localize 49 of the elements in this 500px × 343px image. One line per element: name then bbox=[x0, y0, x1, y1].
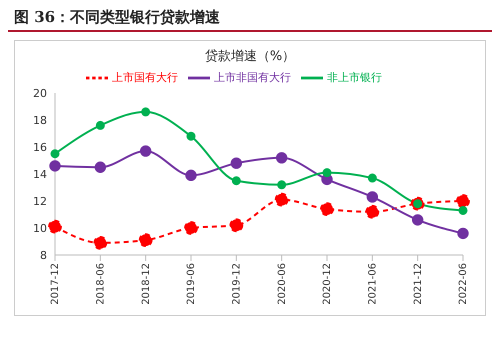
x-tick-label: 2019-12 bbox=[231, 263, 242, 305]
point bbox=[140, 145, 152, 157]
point bbox=[322, 168, 332, 178]
point bbox=[320, 202, 334, 216]
point bbox=[229, 218, 244, 232]
point bbox=[93, 236, 108, 250]
point bbox=[185, 170, 197, 182]
y-tick-label: 12 bbox=[33, 194, 47, 208]
point bbox=[457, 228, 469, 240]
y-tick-label: 16 bbox=[33, 140, 47, 154]
x-tick-label: 2022-06 bbox=[458, 263, 470, 305]
point bbox=[368, 174, 377, 183]
point bbox=[277, 180, 286, 190]
point bbox=[458, 206, 468, 215]
point bbox=[94, 162, 106, 173]
legend-label: 上市国有大行 bbox=[112, 71, 178, 84]
x-tick-label: 2019-06 bbox=[186, 263, 198, 305]
point bbox=[365, 204, 380, 219]
x-tick-label: 2020-06 bbox=[276, 263, 288, 305]
x-tick-label: 2018-06 bbox=[95, 263, 106, 305]
point bbox=[276, 152, 288, 164]
point bbox=[186, 132, 196, 141]
point bbox=[50, 149, 60, 158]
x-tick-label: 2017-12 bbox=[50, 263, 62, 305]
y-tick-label: 20 bbox=[33, 86, 47, 100]
chart-title: 图 36：不同类型银行贷款增速 bbox=[8, 8, 492, 32]
point bbox=[274, 192, 289, 207]
x-tick-label: 2018-12 bbox=[140, 263, 152, 305]
y-tick-label: 18 bbox=[33, 114, 47, 127]
point bbox=[232, 176, 241, 186]
x-tick-label: 2020-12 bbox=[322, 263, 334, 305]
chart-subtitle: 贷款增速（%） bbox=[204, 48, 296, 65]
y-tick-label: 8 bbox=[40, 248, 47, 262]
point bbox=[456, 194, 470, 208]
point bbox=[230, 158, 242, 169]
point bbox=[138, 233, 153, 248]
y-tick-label: 10 bbox=[33, 222, 47, 235]
point bbox=[49, 160, 61, 172]
point bbox=[96, 120, 105, 130]
x-tick-label: 2021-12 bbox=[412, 263, 424, 305]
legend-label: 非上市银行 bbox=[327, 71, 382, 84]
y-tick-label: 14 bbox=[33, 168, 47, 181]
point bbox=[412, 214, 424, 226]
point bbox=[366, 191, 378, 203]
x-tick-label: 2021-06 bbox=[367, 263, 378, 305]
point bbox=[48, 220, 62, 234]
point bbox=[141, 107, 150, 116]
legend-label: 上市非国有大行 bbox=[214, 71, 291, 84]
point bbox=[184, 221, 198, 235]
